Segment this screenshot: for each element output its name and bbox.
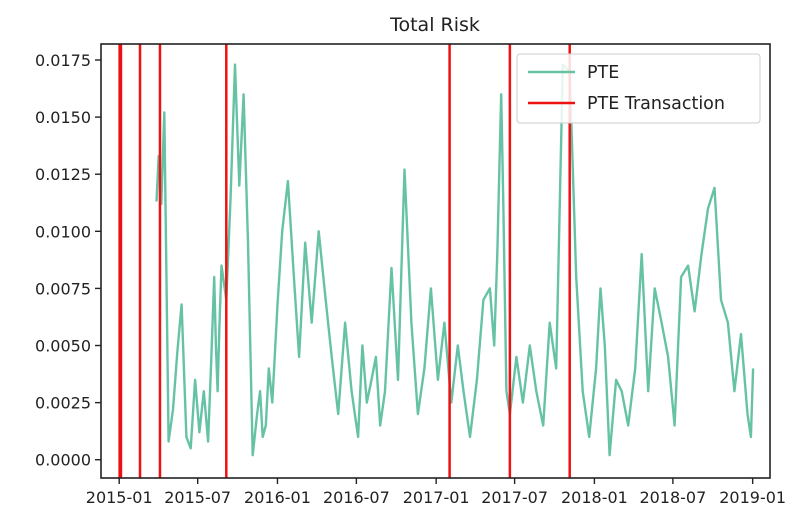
x-tick-label: 2016-01 [244, 488, 311, 507]
plot-content [118, 44, 755, 478]
y-tick-label: 0.0075 [35, 279, 91, 298]
x-tick-label: 2016-07 [323, 488, 390, 507]
legend-label: PTE Transaction [587, 94, 725, 114]
x-tick-label: 2018-01 [561, 488, 628, 507]
series-line-pte [155, 63, 755, 457]
legend-label: PTE [587, 63, 619, 83]
legend-box [516, 53, 761, 124]
x-tick-label: 2017-07 [481, 488, 548, 507]
y-tick-label: 0.0025 [35, 394, 91, 413]
axes: 0.0000 0.0025 0.0050 0.0075 0.0100 0.0125 0.01… [35, 43, 786, 507]
y-tick-label: 0.0000 [35, 451, 91, 470]
x-tick-label: 2015-01 [86, 488, 153, 507]
y-tick-label: 0.0050 [35, 337, 91, 356]
y-tick-label: 0.0175 [35, 51, 91, 70]
x-tick-label: 2018-07 [639, 488, 706, 507]
x-tick-label: 2015-07 [164, 488, 231, 507]
legend: PTE PTE Transaction [516, 53, 761, 124]
x-tick-label: 2019-01 [719, 488, 786, 507]
y-tick-label: 0.0150 [35, 108, 91, 127]
y-tick-label: 0.0125 [35, 165, 91, 184]
chart-title: Total Risk [389, 14, 480, 36]
y-tick-label: 0.0100 [35, 222, 91, 241]
x-tick-label: 2017-01 [403, 488, 470, 507]
